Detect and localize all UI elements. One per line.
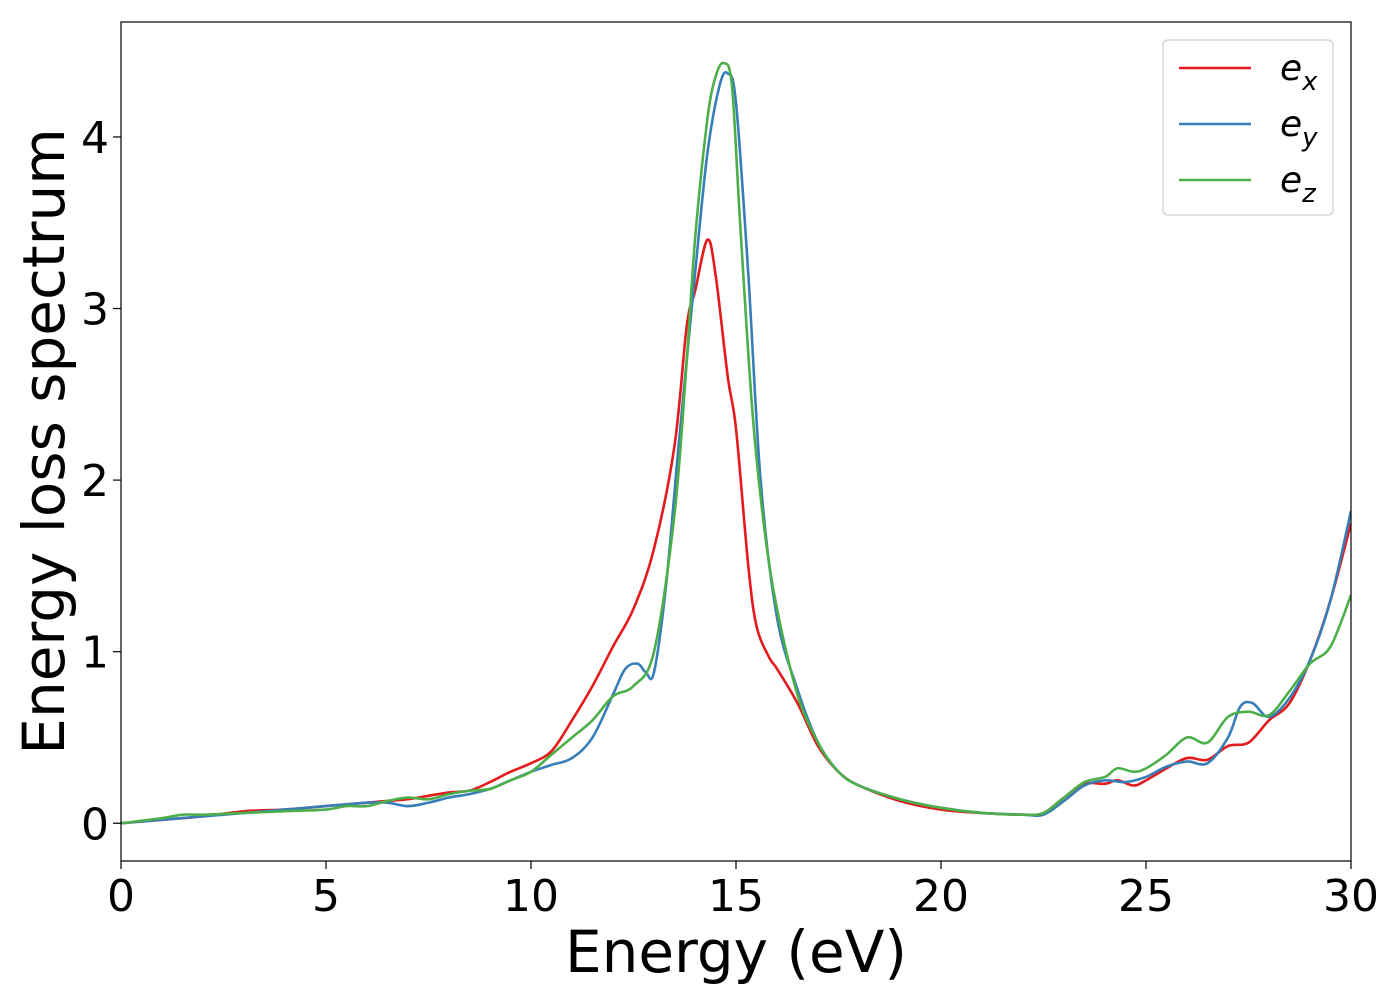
- legend: ex ey ez: [1162, 39, 1334, 216]
- y-tick-label: 3: [81, 285, 109, 336]
- series-line-y: [121, 70, 1351, 825]
- x-tick-label: 10: [503, 871, 559, 922]
- x-axis-label: Energy (eV): [565, 918, 907, 986]
- series-line-x: [121, 238, 1351, 825]
- x-tick-label: 0: [107, 871, 135, 922]
- legend-label-y: ey: [1280, 104, 1318, 153]
- x-axis: 0 5 10 15 20 25 30: [107, 861, 1379, 922]
- y-tick-label: 2: [81, 456, 109, 507]
- legend-label-x: ex: [1280, 48, 1318, 97]
- y-tick-label: 1: [81, 628, 109, 679]
- x-tick-label: 20: [913, 871, 969, 922]
- y-tick-label: 0: [81, 799, 109, 850]
- legend-box: [1162, 39, 1334, 216]
- y-tick-label: 4: [81, 113, 109, 164]
- x-tick-label: 5: [312, 871, 340, 922]
- x-tick-label: 15: [708, 871, 764, 922]
- y-axis-label: Energy loss spectrum: [10, 128, 78, 754]
- legend-label-z: ez: [1280, 160, 1317, 209]
- x-tick-label: 25: [1118, 871, 1174, 922]
- series-lines: [121, 61, 1351, 825]
- x-tick-label: 30: [1323, 871, 1379, 922]
- y-axis: 0 1 2 3 4: [81, 113, 121, 850]
- series-line-z: [121, 61, 1351, 825]
